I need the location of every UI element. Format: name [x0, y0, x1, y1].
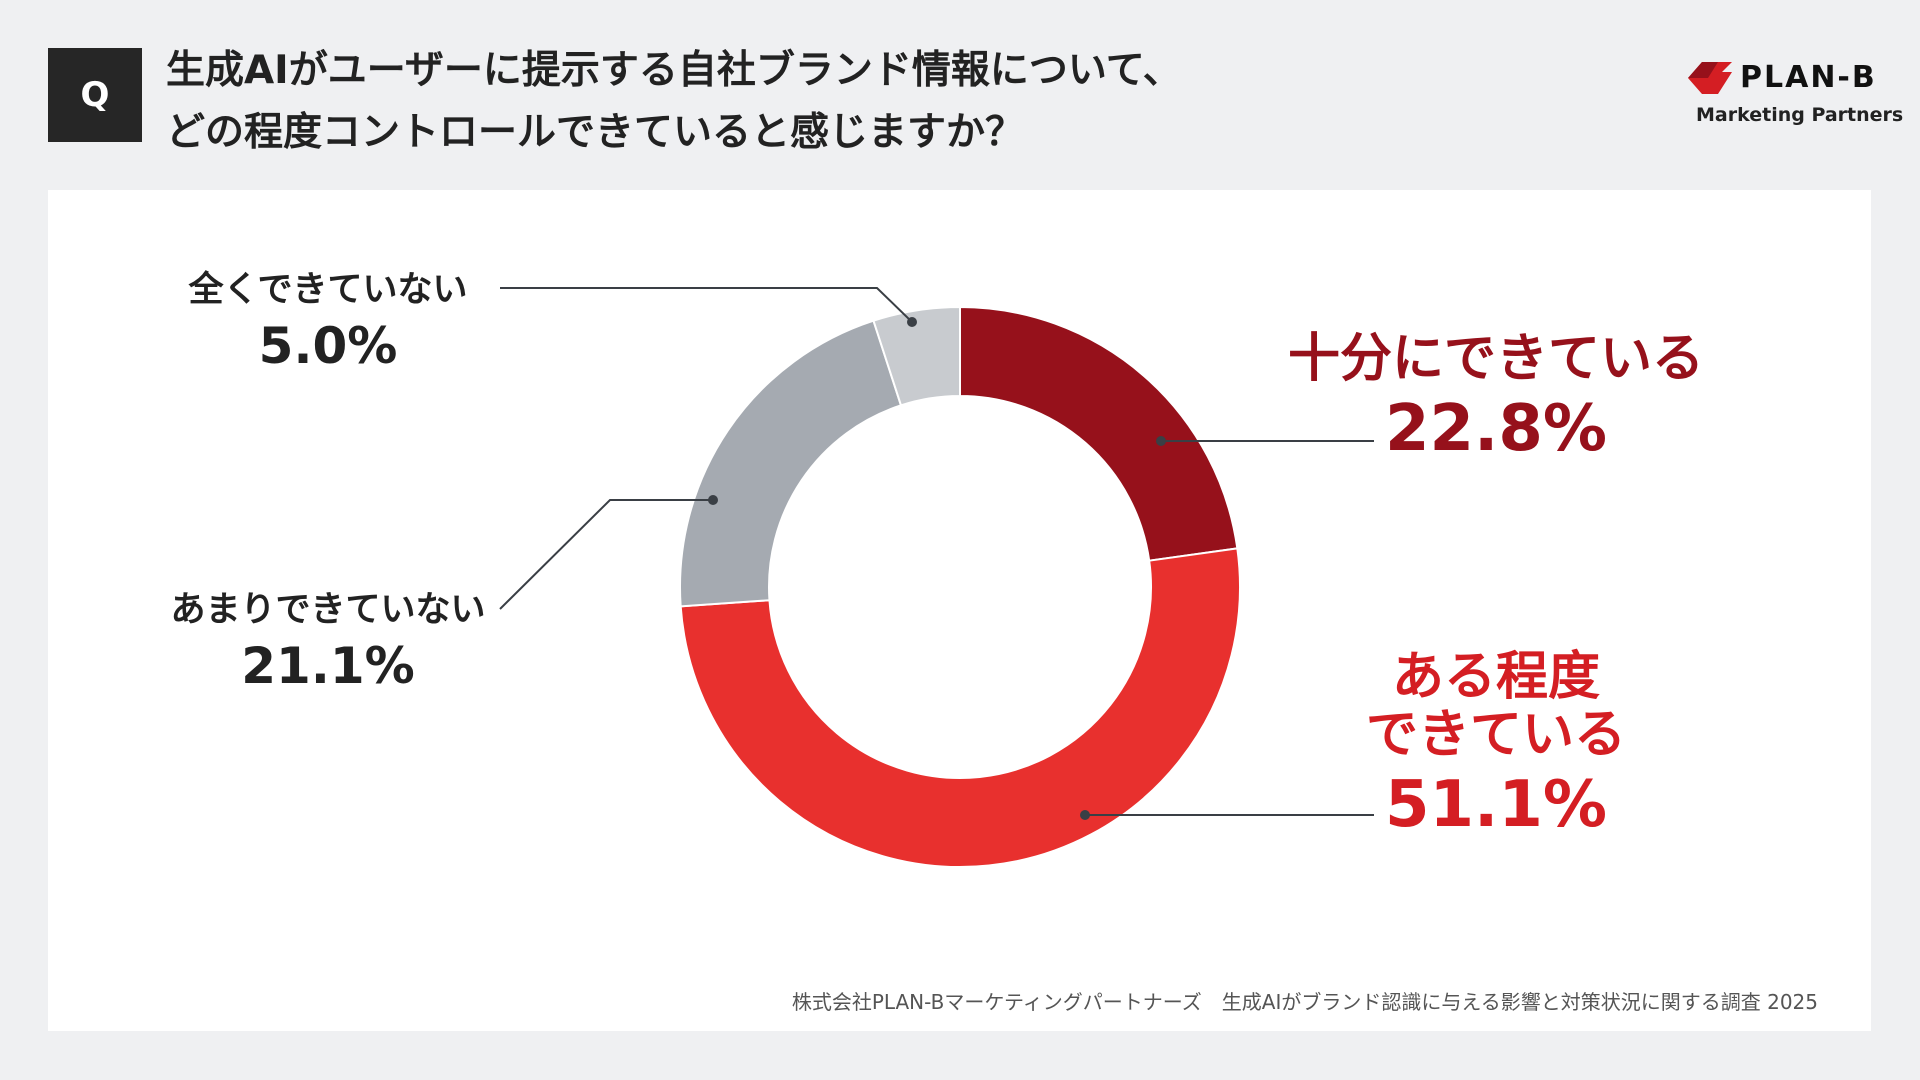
category-label: 全くできていない: [188, 270, 468, 310]
leader-line-3: [499, 499, 713, 610]
leader-dot-2: [1080, 810, 1090, 820]
logo-mark-icon: [1688, 62, 1732, 94]
value-label: 51.1%: [1384, 768, 1608, 842]
leader-dot-4: [907, 317, 917, 327]
leader-dot-1: [1156, 436, 1166, 446]
donut-slice-1: [959, 305, 1239, 562]
category-label: できている: [1365, 705, 1627, 765]
title-line-2: どの程度コントロールできていると感じますか？: [166, 110, 1025, 155]
category-label: あまりできていない: [170, 590, 486, 630]
value-label: 5.0%: [258, 317, 398, 375]
value-label: 21.1%: [241, 637, 415, 695]
leader-dot-3: [708, 495, 718, 505]
donut-slice-2: [679, 547, 1241, 868]
source-note: 株式会社PLAN-Bマーケティングパートナーズ 生成AIがブランド認識に与える影…: [791, 990, 1818, 1014]
slice-label-4: 全くできていない 5.0%: [189, 268, 468, 380]
donut-slice-4: [872, 305, 961, 407]
page-title: 生成AIがユーザーに提示する自社ブランド情報について、 どの程度コントロールでき…: [166, 40, 1182, 164]
title-line-1: 生成AIがユーザーに提示する自社ブランド情報について、: [166, 48, 1182, 93]
donut-slice-3: [679, 319, 903, 608]
leader-line-4: [500, 287, 913, 323]
slice-label-1: 十分にできている 22.8%: [1288, 330, 1704, 470]
slice-label-3: あまりできていない 21.1%: [170, 588, 485, 700]
category-label: ある程度: [1391, 647, 1601, 707]
question-badge: Q: [48, 48, 142, 142]
logo-subtitle: Marketing Partners: [1696, 104, 1904, 126]
logo-brand: PLAN-B: [1740, 60, 1877, 95]
logo: PLAN-B Marketing Partners: [1688, 60, 1903, 135]
category-label: 十分にできている: [1287, 329, 1705, 389]
slice-label-2: ある程度 できている 51.1%: [1366, 648, 1626, 846]
value-label: 22.8%: [1384, 392, 1608, 466]
